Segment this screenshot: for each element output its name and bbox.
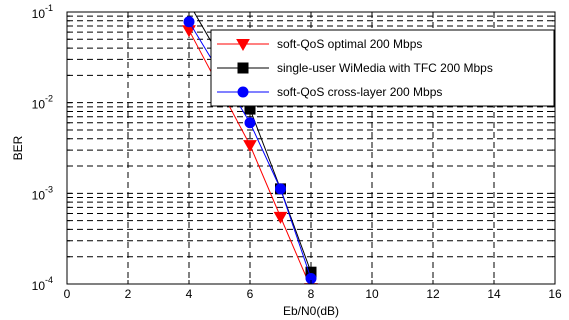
data-point bbox=[183, 16, 195, 28]
data-point bbox=[243, 140, 257, 153]
legend-label: soft-QoS optimal 200 Mbps bbox=[277, 37, 422, 51]
legend-item: single-user WiMedia with TFC 200 Mbps bbox=[217, 61, 493, 75]
y-tick-label-base: 10 bbox=[32, 7, 46, 21]
y-tick-label-base: 10 bbox=[32, 98, 46, 112]
y-tick-label: 10 -3 bbox=[32, 184, 53, 202]
x-tick-label: 16 bbox=[548, 287, 562, 301]
x-tick-labels: 0 2 4 6 8 10 12 14 16 bbox=[64, 287, 562, 301]
data-point bbox=[273, 211, 288, 224]
legend-marker bbox=[237, 62, 249, 74]
x-axis-label: Eb/N0(dB) bbox=[283, 304, 339, 318]
x-tick-label: 4 bbox=[186, 287, 193, 301]
y-tick-label-base: 10 bbox=[32, 188, 46, 202]
y-tick-label-exponent: -1 bbox=[45, 3, 53, 13]
y-tick-label: 10 -1 bbox=[32, 3, 53, 21]
x-tick-label: 2 bbox=[125, 287, 132, 301]
data-point bbox=[275, 183, 286, 195]
y-tick-label: 10 -2 bbox=[32, 94, 53, 112]
y-axis-label: BER bbox=[11, 135, 25, 160]
legend-box bbox=[210, 29, 555, 107]
x-tick-label: 10 bbox=[365, 287, 379, 301]
series-layer bbox=[182, 0, 318, 284]
y-tick-label-base: 10 bbox=[32, 279, 46, 293]
legend-item: soft-QoS optimal 200 Mbps bbox=[217, 37, 422, 52]
legend: soft-QoS optimal 200 Mbps single-user WiM… bbox=[210, 29, 555, 107]
y-tick-labels: 10-410-310-210-1 bbox=[32, 3, 53, 293]
data-point bbox=[184, 0, 194, 8]
y-tick-label-exponent: -3 bbox=[45, 184, 53, 194]
legend-marker bbox=[237, 86, 249, 98]
y-tick-label-exponent: -4 bbox=[45, 275, 53, 285]
y-tick-label: 10 -4 bbox=[32, 275, 53, 293]
axis-ticks bbox=[66, 11, 556, 285]
legend-item: soft-QoS cross-layer 200 Mbps bbox=[217, 85, 442, 99]
y-tick-label-exponent: -2 bbox=[45, 94, 53, 104]
data-point bbox=[244, 117, 256, 129]
legend-label: soft-QoS cross-layer 200 Mbps bbox=[277, 85, 442, 99]
x-tick-label: 8 bbox=[308, 287, 315, 301]
x-tick-label: 6 bbox=[247, 287, 254, 301]
x-tick-label: 0 bbox=[64, 287, 71, 301]
x-tick-label: 12 bbox=[426, 287, 440, 301]
legend-label: single-user WiMedia with TFC 200 Mbps bbox=[277, 61, 493, 75]
x-tick-label: 14 bbox=[487, 287, 501, 301]
legend-marker bbox=[236, 39, 250, 52]
